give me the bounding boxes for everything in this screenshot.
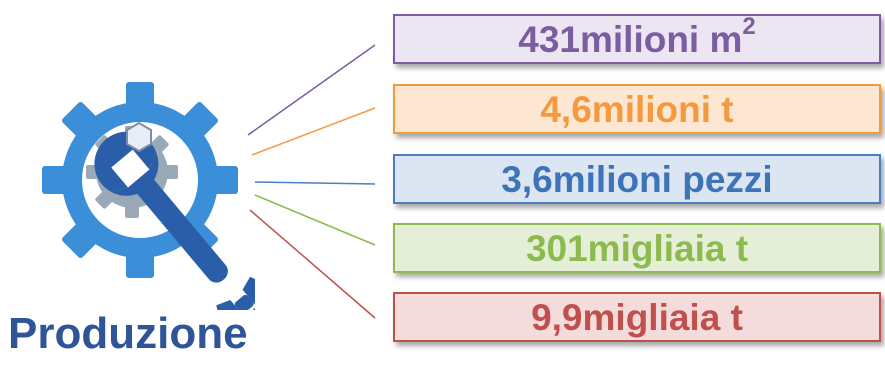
production-value-box-5: 9,9 migliaia t xyxy=(393,292,881,342)
connector-line-4 xyxy=(254,194,376,246)
gear-wrench-icon xyxy=(40,70,269,328)
production-unit: migliaia t xyxy=(587,227,749,269)
unit-superscript: 2 xyxy=(742,13,756,40)
production-value: 4,6 xyxy=(540,88,592,130)
production-value: 3,6 xyxy=(501,158,553,200)
connector-line-5 xyxy=(249,209,376,319)
production-title: Produzione xyxy=(8,309,248,358)
production-value: 301 xyxy=(525,227,588,269)
production-value-box-2: 4,6 milioni t xyxy=(393,84,881,134)
production-value: 431 xyxy=(518,18,580,60)
production-unit: milioni pezzi xyxy=(552,158,773,200)
production-value-box-4: 301 migliaia t xyxy=(393,223,881,273)
connector-line-3 xyxy=(254,181,376,185)
connector-line-1 xyxy=(247,44,376,136)
connector-line-2 xyxy=(251,107,376,156)
production-value: 9,9 xyxy=(531,296,583,338)
production-unit: migliaia t xyxy=(582,296,743,338)
production-unit: milioni t xyxy=(591,88,734,130)
production-value-box-3: 3,6 milioni pezzi xyxy=(393,154,881,204)
production-unit: milioni m xyxy=(579,18,743,60)
